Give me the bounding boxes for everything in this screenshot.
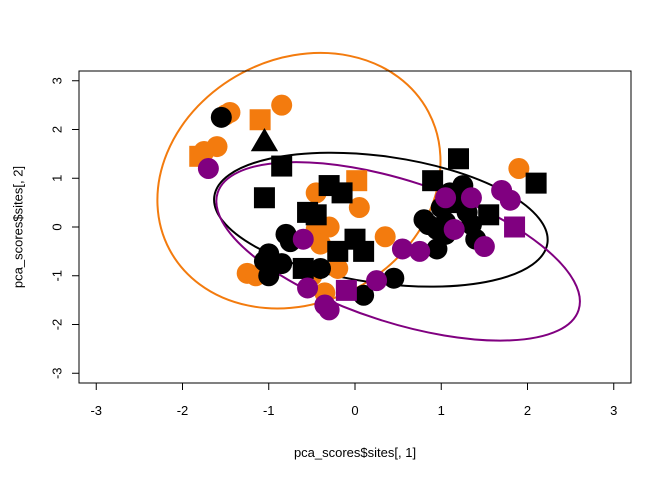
point-0-17 xyxy=(327,257,349,279)
point-2-14 xyxy=(504,216,526,238)
point-0-6 xyxy=(193,140,215,162)
x-tick-label-2: -1 xyxy=(263,403,275,418)
y-tick-label-3: 0 xyxy=(50,223,65,230)
y-tick-label-6: 3 xyxy=(50,77,65,84)
y-tick-label-5: 2 xyxy=(50,126,65,133)
point-1-20 xyxy=(383,267,405,289)
point-2-13 xyxy=(499,189,521,211)
point-2-10 xyxy=(460,187,482,209)
data-points xyxy=(189,94,547,321)
point-1-7 xyxy=(305,204,327,226)
x-axis-title: pca_scores$sites[, 1] xyxy=(294,445,416,460)
point-0-19 xyxy=(508,158,530,179)
point-2-0 xyxy=(197,158,219,179)
point-0-2 xyxy=(271,94,293,116)
y-tick-label-2: -1 xyxy=(50,270,65,282)
point-1-15 xyxy=(327,240,349,262)
point-2-6 xyxy=(366,270,388,292)
point-2-8 xyxy=(409,240,431,262)
point-1-36 xyxy=(525,172,547,194)
point-0-3 xyxy=(249,109,271,131)
point-2-9 xyxy=(443,218,465,240)
point-2-1 xyxy=(292,228,314,250)
point-0-13 xyxy=(310,233,331,255)
point-1-17 xyxy=(353,240,375,262)
point-0-9 xyxy=(348,197,370,218)
y-axis: -3 -2 -1 0 1 2 3 xyxy=(50,77,80,379)
point-1-33 xyxy=(426,238,448,260)
point-1-23 xyxy=(422,170,444,192)
point-1-14 xyxy=(310,257,331,279)
point-1-18 xyxy=(258,265,280,287)
point-1-19 xyxy=(353,284,375,306)
x-tick-label-4: 1 xyxy=(438,403,445,418)
point-2-7 xyxy=(391,238,413,260)
point-1-13 xyxy=(292,257,314,279)
point-2-5 xyxy=(335,279,357,301)
point-0-12 xyxy=(374,226,396,248)
point-2-4 xyxy=(318,299,340,321)
x-tick-label-0: -3 xyxy=(90,403,102,418)
y-tick-label-1: -2 xyxy=(50,319,65,331)
point-1-1 xyxy=(250,128,279,152)
point-2-11 xyxy=(473,236,495,257)
point-2-2 xyxy=(297,277,319,299)
ellipse-2 xyxy=(215,161,581,342)
x-axis: -3 -2 -1 0 1 2 3 xyxy=(90,382,617,418)
y-axis-title: pca_scores$sites[, 2] xyxy=(11,166,26,288)
point-1-3 xyxy=(253,187,275,209)
point-1-35 xyxy=(478,204,500,226)
x-tick-label-1: -2 xyxy=(177,403,189,418)
x-tick-label-5: 2 xyxy=(524,403,531,418)
point-1-0 xyxy=(210,106,232,128)
point-2-15 xyxy=(435,187,457,209)
point-1-6 xyxy=(331,182,353,204)
point-1-32 xyxy=(448,148,469,170)
x-tick-label-6: 3 xyxy=(610,403,617,418)
y-tick-label-4: 1 xyxy=(50,175,65,182)
y-tick-label-0: -3 xyxy=(50,367,65,379)
point-1-2 xyxy=(271,155,293,177)
x-tick-label-3: 0 xyxy=(351,403,358,418)
